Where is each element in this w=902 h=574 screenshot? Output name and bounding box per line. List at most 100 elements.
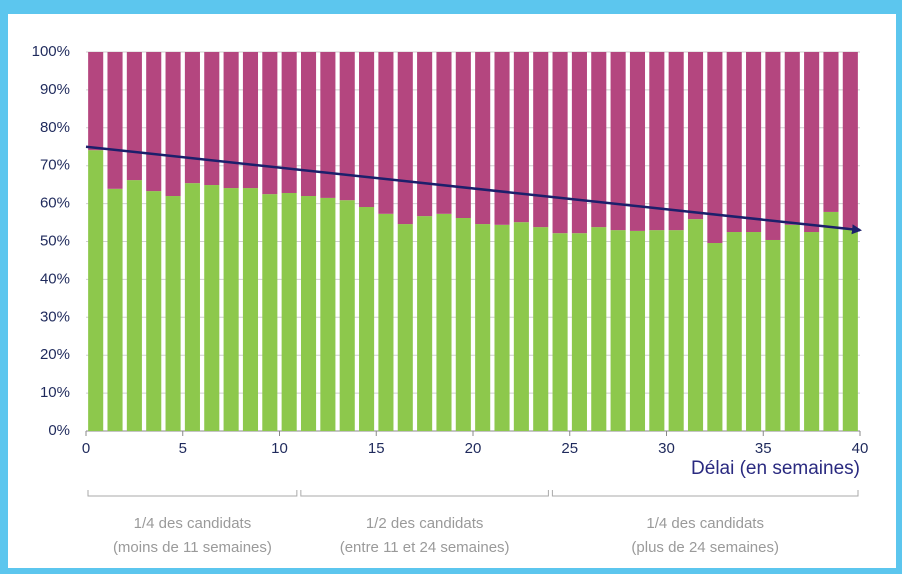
bar-segment	[668, 52, 684, 231]
bar-segment	[687, 219, 704, 431]
bar-segment	[804, 232, 820, 431]
bar-segment	[707, 52, 723, 244]
bar-segment	[494, 52, 510, 225]
bar-segment	[223, 188, 239, 431]
bar-segment	[823, 52, 839, 212]
bar-segment	[165, 52, 181, 197]
bar-segment	[571, 52, 587, 234]
group-sublabel: (plus de 24 semaines)	[631, 539, 779, 556]
bar-segment	[320, 197, 336, 431]
panel: 0% 10% 20% 30% 40% 50% 60% 70% 80% 90% 100% 0 5 10 15 2…	[8, 14, 896, 568]
y-tick-label: 10%	[40, 384, 70, 401]
bar-segment	[571, 233, 587, 431]
bar-segment	[300, 52, 317, 197]
bar-segment	[281, 52, 297, 193]
bar-segment	[146, 191, 162, 431]
bar-segment	[804, 52, 820, 233]
x-tick-label: 20	[465, 440, 482, 457]
bar-segment	[339, 200, 355, 431]
bar-segment	[184, 183, 200, 431]
bar-segment	[610, 230, 626, 431]
bar-segment	[649, 52, 665, 231]
trend-arrow	[85, 145, 862, 235]
y-tick-label: 40%	[40, 270, 70, 287]
group-sublabel: (entre 11 et 24 semaines)	[340, 539, 510, 556]
bar-segment	[397, 224, 413, 431]
x-tick-label: 10	[271, 440, 288, 457]
bar-segment	[359, 52, 375, 208]
bar-segment	[300, 196, 317, 431]
bar-segment	[649, 230, 665, 431]
bar-segment	[126, 180, 142, 431]
bar-segment	[513, 52, 529, 223]
bar-segment	[397, 52, 413, 225]
bar-segment	[436, 52, 452, 214]
bar-segment	[687, 52, 704, 220]
bar-segment	[726, 232, 742, 431]
bar-segment	[784, 52, 800, 225]
bar-segment	[455, 52, 471, 219]
x-tick-label: 25	[561, 440, 578, 457]
bar-segment	[842, 52, 858, 228]
bar-segment	[436, 213, 452, 431]
bar-segment	[746, 232, 762, 431]
bar-segment	[417, 52, 433, 217]
x-tick-label: 35	[755, 440, 772, 457]
bar-segment	[223, 52, 239, 189]
bar-segment	[339, 52, 355, 201]
group-label: 1/4 des candidats	[646, 515, 764, 532]
bar-segment	[281, 192, 297, 431]
bar-segment	[823, 211, 839, 431]
group-label: 1/2 des candidats	[366, 515, 484, 532]
bar-segment	[378, 213, 394, 431]
x-tick-label: 0	[82, 440, 90, 457]
y-tick-label: 80%	[40, 119, 70, 136]
bar-segment	[707, 243, 723, 431]
y-tick-label: 30%	[40, 308, 70, 325]
bar-segment	[610, 52, 626, 231]
bar-segment	[591, 52, 607, 228]
bar-segment	[359, 207, 375, 431]
bar-segment	[475, 52, 491, 225]
bar-segment	[552, 233, 568, 431]
bar-segment	[765, 239, 781, 431]
bar-segment	[552, 52, 568, 234]
bar-segment	[765, 52, 781, 240]
group-bracket	[87, 490, 298, 497]
x-axis-label: Délai (en semaines)	[691, 458, 860, 479]
bar-segment	[378, 52, 394, 214]
chart: 0% 10% 20% 30% 40% 50% 60% 70% 80% 90% 100% 0 5 10 15 2…	[32, 43, 869, 556]
bar-segment	[746, 52, 762, 233]
y-tick-label: 70%	[40, 157, 70, 174]
bar-segment	[533, 52, 549, 228]
bar-segment	[242, 52, 259, 189]
bar-segment	[320, 52, 336, 198]
bar-segment	[726, 52, 742, 233]
bar-segment	[204, 52, 220, 186]
x-tick-label: 30	[658, 440, 675, 457]
bar-segment	[533, 227, 549, 431]
bar-segment	[242, 188, 259, 431]
bar-segment	[184, 52, 200, 184]
group-label: 1/4 des candidats	[134, 515, 252, 532]
bar-segment	[126, 52, 142, 181]
group-sublabel: (moins de 11 semaines)	[113, 539, 272, 556]
bar-segment	[107, 52, 123, 189]
bar-segment	[455, 218, 471, 431]
bar-segment	[513, 222, 529, 431]
bar-segment	[475, 224, 491, 431]
y-tick-label: 100%	[32, 43, 70, 60]
y-tick-label: 50%	[40, 232, 70, 249]
bar-segment	[262, 194, 278, 431]
x-tick-label: 40	[852, 440, 869, 457]
bar-segment	[88, 150, 104, 431]
bar-segment	[262, 52, 278, 195]
bar-segment	[107, 188, 123, 431]
y-tick-label: 20%	[40, 346, 70, 363]
x-tick-label: 15	[368, 440, 385, 457]
y-tick-label: 60%	[40, 195, 70, 212]
bar-segment	[591, 227, 607, 431]
bar-segment	[784, 224, 800, 431]
bar-segment	[668, 230, 684, 431]
